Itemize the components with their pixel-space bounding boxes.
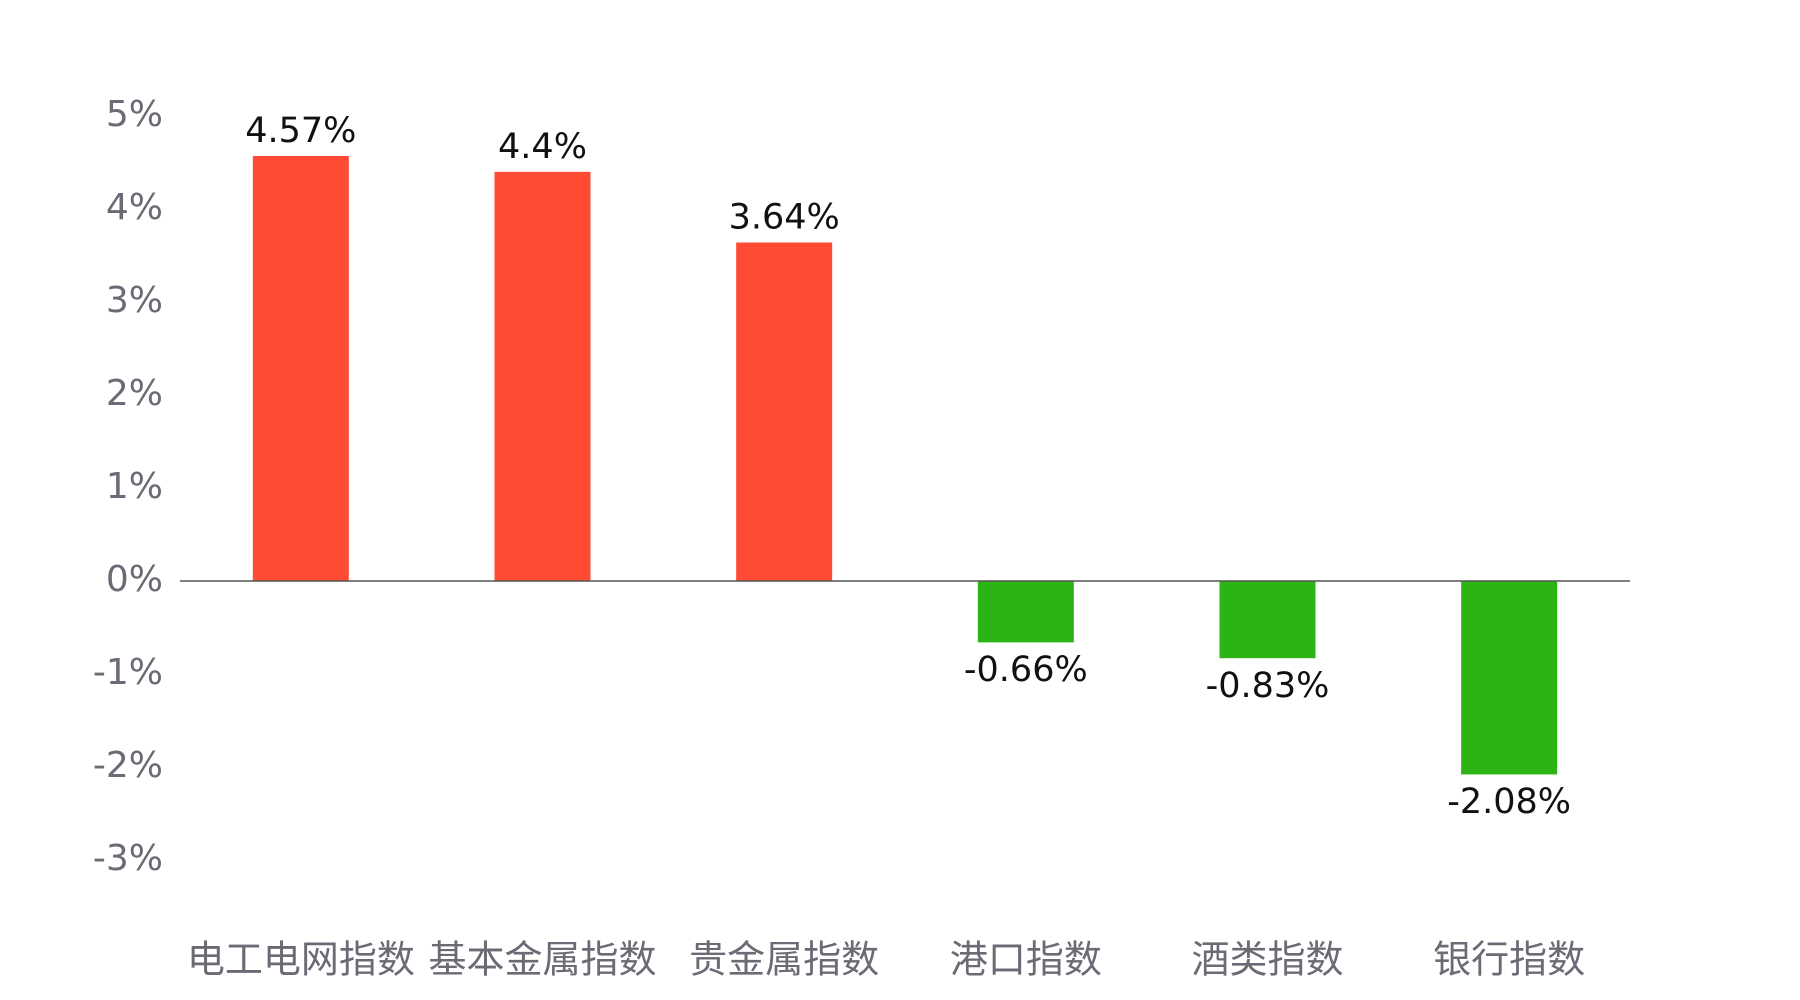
bar [494, 171, 591, 582]
data-label: -0.83% [1206, 666, 1330, 706]
bar [977, 581, 1074, 643]
y-tick-label: -3% [93, 838, 163, 879]
y-tick-label: 3% [106, 280, 163, 321]
x-category-label: 贵金属指数 [689, 938, 879, 982]
x-category-label: 银行指数 [1433, 938, 1585, 982]
x-category-label: 电工电网指数 [187, 938, 415, 982]
y-tick-label: 4% [106, 187, 163, 228]
data-label: -0.66% [964, 650, 1088, 690]
y-tick-label: -1% [93, 652, 163, 693]
y-tick-label: 1% [106, 466, 163, 507]
data-label: 4.57% [245, 111, 356, 151]
data-label: 3.64% [729, 197, 840, 237]
bar [1219, 581, 1316, 659]
bar [1461, 581, 1558, 775]
y-tick-label: 5% [106, 94, 163, 135]
x-axis-labels: 电工电网指数 基本金属指数 贵金属指数 港口指数 酒类指数 银行指数 [187, 938, 1585, 982]
bars [252, 155, 1558, 775]
data-label: -2.08% [1447, 782, 1571, 822]
y-axis-ticks: 5% 4% 3% 2% 1% 0% -1% -2% -3% [93, 94, 163, 879]
data-labels: 4.57% 4.4% 3.64% -0.66% -0.83% -2.08% [245, 111, 1571, 822]
bar [252, 155, 349, 582]
x-category-label: 酒类指数 [1191, 938, 1343, 982]
x-category-label: 基本金属指数 [428, 938, 656, 982]
x-category-label: 港口指数 [950, 938, 1102, 982]
y-tick-label: 0% [106, 559, 163, 600]
data-label: 4.4% [498, 127, 587, 167]
bar [736, 242, 833, 582]
y-tick-label: -2% [93, 745, 163, 786]
y-tick-label: 2% [106, 373, 163, 414]
